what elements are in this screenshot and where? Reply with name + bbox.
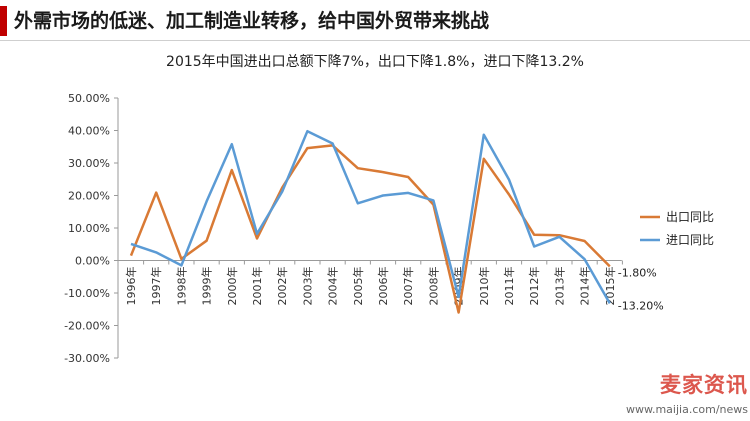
y-tick-label: 0.00% bbox=[75, 255, 110, 268]
legend-label: 出口同比 bbox=[666, 210, 714, 224]
watermark-logo: 麦家资讯 bbox=[660, 373, 748, 397]
x-tick-label: 1998年 bbox=[174, 267, 188, 306]
x-tick-label: 1996年 bbox=[124, 267, 138, 306]
x-tick-label: 1997年 bbox=[149, 267, 163, 306]
y-tick-label: -20.00% bbox=[64, 320, 110, 333]
y-tick-label: 20.00% bbox=[68, 190, 110, 203]
y-tick-label: 50.00% bbox=[68, 92, 110, 105]
x-tick-label: 2006年 bbox=[376, 267, 390, 306]
x-tick-label: 2015年 bbox=[603, 267, 617, 306]
page-title: 外需市场的低迷、加工制造业转移，给中国外贸带来挑战 bbox=[14, 10, 490, 32]
x-tick-label: 2007年 bbox=[401, 267, 415, 306]
x-tick-label: 2010年 bbox=[477, 267, 491, 306]
y-tick-label: 40.00% bbox=[68, 125, 110, 138]
data-label: -1.80% bbox=[618, 266, 657, 279]
y-tick-label: 30.00% bbox=[68, 157, 110, 170]
x-tick-label: 2002年 bbox=[275, 267, 289, 306]
title-divider bbox=[0, 40, 750, 41]
chart-title: 2015年中国进出口总额下降7%，出口下降1.8%，进口下降13.2% bbox=[166, 54, 584, 70]
legend-label: 进口同比 bbox=[666, 233, 714, 247]
x-tick-label: 2003年 bbox=[300, 267, 314, 306]
x-tick-label: 2005年 bbox=[351, 267, 365, 306]
title-accent-bar bbox=[0, 6, 7, 36]
x-tick-label: 2014年 bbox=[578, 267, 592, 306]
y-tick-label: -30.00% bbox=[64, 352, 110, 365]
series-line-export bbox=[129, 144, 611, 314]
x-tick-label: 2008年 bbox=[426, 267, 440, 306]
x-tick-label: 2004年 bbox=[326, 267, 340, 306]
x-tick-label: 2001年 bbox=[250, 267, 264, 306]
x-tick-label: 2000年 bbox=[225, 267, 239, 306]
y-tick-label: -10.00% bbox=[64, 287, 110, 300]
x-tick-label: 2011年 bbox=[502, 267, 516, 306]
data-label: -13.20% bbox=[618, 299, 664, 312]
x-tick-label: 2013年 bbox=[552, 267, 566, 306]
series-line-import bbox=[130, 129, 611, 305]
watermark-url: www.maijia.com/news bbox=[625, 403, 748, 416]
x-tick-label: 2012年 bbox=[527, 267, 541, 306]
x-tick-label: 1999年 bbox=[200, 267, 214, 306]
y-tick-label: 10.00% bbox=[68, 222, 110, 235]
